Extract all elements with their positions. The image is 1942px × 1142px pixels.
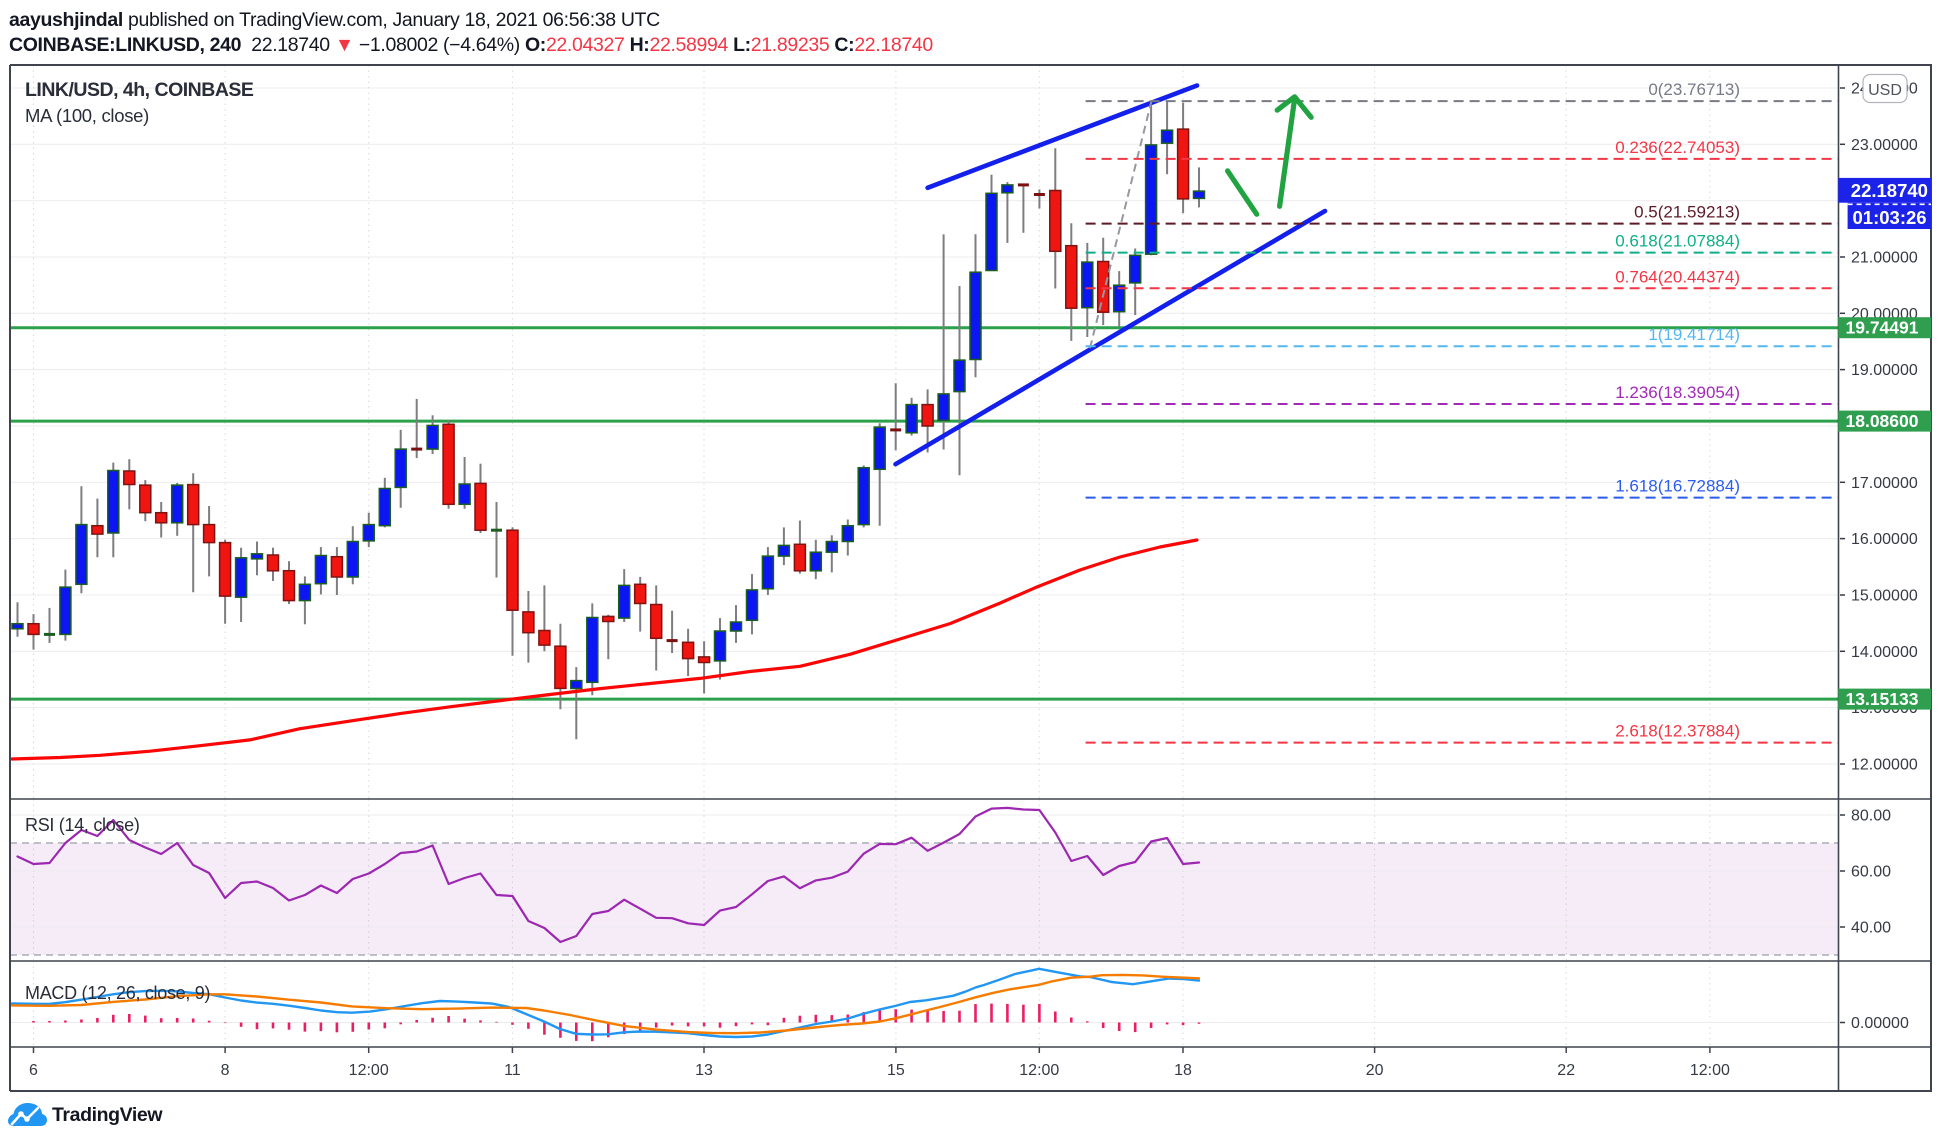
svg-text:22: 22 — [1557, 1062, 1575, 1079]
svg-text:11: 11 — [504, 1062, 521, 1079]
svg-text:12:00: 12:00 — [349, 1062, 389, 1079]
svg-text:0.618(21.07884): 0.618(21.07884) — [1615, 232, 1740, 251]
svg-text:19.00000: 19.00000 — [1851, 362, 1918, 379]
svg-text:20: 20 — [1366, 1062, 1384, 1079]
svg-text:RSI (14, close): RSI (14, close) — [25, 815, 140, 835]
svg-text:1.236(18.39054): 1.236(18.39054) — [1615, 383, 1740, 402]
svg-text:13: 13 — [695, 1062, 713, 1079]
svg-text:21.00000: 21.00000 — [1851, 250, 1918, 267]
svg-text:14.00000: 14.00000 — [1851, 644, 1918, 661]
svg-text:15: 15 — [887, 1062, 905, 1079]
svg-text:2.618(12.37884): 2.618(12.37884) — [1615, 722, 1740, 741]
svg-text:19.74491: 19.74491 — [1846, 318, 1919, 338]
svg-text:23.00000: 23.00000 — [1851, 137, 1918, 154]
svg-text:0.764(20.44374): 0.764(20.44374) — [1615, 267, 1740, 286]
svg-text:18: 18 — [1174, 1062, 1192, 1079]
svg-text:1(19.41714): 1(19.41714) — [1648, 325, 1740, 344]
svg-text:16.00000: 16.00000 — [1851, 531, 1918, 548]
svg-text:6: 6 — [29, 1062, 38, 1079]
svg-text:0.5(21.59213): 0.5(21.59213) — [1634, 203, 1740, 222]
svg-text:12:00: 12:00 — [1019, 1062, 1059, 1079]
svg-text:15.00000: 15.00000 — [1851, 588, 1918, 605]
svg-text:22.18740: 22.18740 — [1851, 180, 1928, 201]
svg-text:LINK/USD, 4h, COINBASE: LINK/USD, 4h, COINBASE — [25, 79, 254, 101]
svg-text:01:03:26: 01:03:26 — [1853, 207, 1927, 228]
svg-text:USD: USD — [1868, 82, 1902, 99]
svg-text:80.00: 80.00 — [1851, 808, 1891, 825]
svg-text:40.00: 40.00 — [1851, 920, 1891, 937]
svg-text:12.00000: 12.00000 — [1851, 757, 1918, 774]
svg-text:13.15133: 13.15133 — [1846, 689, 1919, 709]
svg-text:0.236(22.74053): 0.236(22.74053) — [1615, 138, 1740, 157]
svg-text:12:00: 12:00 — [1690, 1062, 1730, 1079]
svg-text:0.00000: 0.00000 — [1851, 1015, 1909, 1032]
svg-text:0(23.76713): 0(23.76713) — [1648, 80, 1740, 99]
svg-text:TradingView: TradingView — [52, 1104, 163, 1126]
svg-text:8: 8 — [221, 1062, 230, 1079]
svg-text:MA (100, close): MA (100, close) — [25, 105, 149, 126]
svg-text:60.00: 60.00 — [1851, 864, 1891, 881]
svg-text:MACD (12, 26, close, 9): MACD (12, 26, close, 9) — [25, 983, 210, 1003]
svg-text:1.618(16.72884): 1.618(16.72884) — [1615, 477, 1740, 496]
svg-text:18.08600: 18.08600 — [1846, 411, 1919, 431]
svg-text:17.00000: 17.00000 — [1851, 475, 1918, 492]
